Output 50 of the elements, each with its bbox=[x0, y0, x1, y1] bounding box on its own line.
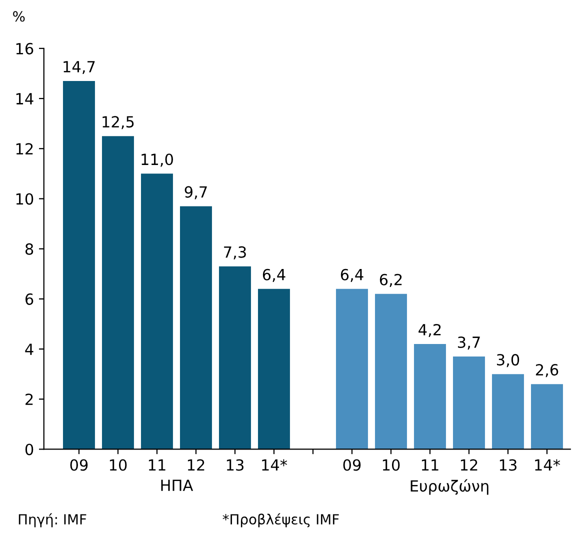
y-tick-label: 14 bbox=[16, 93, 34, 104]
x-tick-label: 11 bbox=[148, 459, 166, 471]
x-tick-label: 12 bbox=[188, 459, 204, 471]
x-tick-label: 14* bbox=[262, 459, 288, 471]
data-label: 7,3 bbox=[224, 246, 246, 260]
y-tick-label: 16 bbox=[16, 42, 34, 54]
y-tick-label: 12 bbox=[16, 143, 33, 154]
data-label: 6,2 bbox=[380, 274, 402, 287]
data-label: 11,0 bbox=[142, 154, 173, 167]
data-label: 12,5 bbox=[102, 116, 134, 130]
x-tick-label: 13 bbox=[500, 459, 516, 471]
data-label: 3,0 bbox=[496, 354, 520, 368]
data-label: 2,6 bbox=[536, 364, 558, 378]
data-label: 14,7 bbox=[64, 61, 95, 74]
data-label: 3,7 bbox=[458, 336, 480, 350]
x-tick-label: 10 bbox=[110, 459, 127, 471]
data-label: 4,2 bbox=[418, 324, 441, 338]
x-tick-label: 14* bbox=[535, 459, 560, 471]
x-tick-label: 12 bbox=[460, 459, 478, 471]
y-tick-label: 4 bbox=[25, 344, 34, 355]
y-tick-label: 10 bbox=[16, 193, 34, 205]
data-label: 9,7 bbox=[184, 186, 207, 200]
data-label: 6,4 bbox=[340, 268, 364, 282]
x-tick-label: 13 bbox=[226, 459, 244, 471]
y-tick-label: 0 bbox=[25, 444, 34, 456]
bar bbox=[180, 206, 212, 450]
bar bbox=[452, 356, 485, 450]
data-label: 6,4 bbox=[262, 268, 286, 282]
x-tick-label: 11 bbox=[422, 459, 438, 471]
bar bbox=[62, 80, 95, 450]
text: *Προβλέψεις IMF bbox=[222, 513, 339, 528]
text: Πηγή: IMF bbox=[18, 513, 86, 528]
bar bbox=[336, 288, 368, 450]
x-tick-label: 10 bbox=[382, 459, 400, 471]
y-tick-label: 2 bbox=[26, 394, 33, 405]
bar bbox=[414, 344, 446, 450]
y-tick-label: 6 bbox=[26, 293, 34, 305]
series-label: Ευρωζώνη bbox=[410, 479, 488, 495]
x-tick-label: 09 bbox=[343, 459, 361, 471]
bar bbox=[374, 294, 407, 450]
x-tick-label: 09 bbox=[70, 459, 88, 471]
y-axis-title: % bbox=[13, 11, 25, 22]
series-label: ΗΠΑ bbox=[161, 480, 194, 491]
y-tick-label: 8 bbox=[25, 243, 34, 255]
bar bbox=[102, 136, 134, 450]
bar bbox=[530, 384, 563, 450]
bar bbox=[258, 288, 290, 450]
bar bbox=[492, 374, 524, 450]
bar bbox=[218, 266, 251, 450]
bar bbox=[140, 174, 173, 450]
